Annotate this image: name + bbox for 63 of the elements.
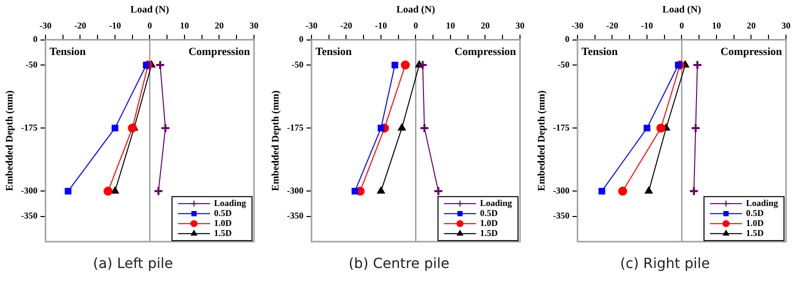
y-tick-label: 0 — [298, 34, 304, 44]
legend-label: Loading — [746, 198, 779, 208]
legend-label: 1.5D — [214, 228, 232, 238]
legend-label: 0.5D — [214, 208, 232, 218]
annotation: Compression — [720, 46, 782, 58]
annotation: Compression — [188, 46, 250, 58]
legend-label: Loading — [480, 198, 513, 208]
legend-label: 0.5D — [746, 208, 764, 218]
x-tick-label: 10 — [712, 20, 722, 31]
annotation: Tension — [49, 46, 86, 58]
y-axis-title: Embedded Depth (mm) — [536, 90, 548, 191]
legend-label: 1.0D — [214, 218, 232, 228]
legend-label: 1.5D — [480, 228, 498, 238]
y-tick-label: -350 — [20, 210, 38, 221]
y-tick-label: 0 — [564, 34, 570, 44]
x-tick-label: -30 — [305, 20, 318, 31]
x-tick-label: -10 — [375, 20, 388, 31]
x-tick-label: 0 — [414, 20, 418, 31]
x-tick-label: 20 — [480, 20, 490, 31]
y-tick-label: 0 — [32, 34, 38, 44]
x-tick-label: 0 — [680, 20, 684, 31]
x-tick-label: 20 — [214, 20, 224, 31]
text: (a) Left pile — [92, 256, 174, 272]
x-tick-label: 0 — [148, 20, 152, 31]
y-tick-label: -175 — [552, 122, 570, 132]
x-axis-title: Load (N) — [130, 4, 170, 16]
y-tick-label: -350 — [286, 210, 304, 221]
x-axis-title: Load (N) — [396, 4, 436, 16]
x-tick-label: -30 — [39, 20, 52, 31]
y-tick-label: -50 — [291, 59, 304, 70]
legend-label: 1.0D — [480, 218, 498, 228]
legend-label: Loading — [214, 198, 247, 208]
y-tick-label: -50 — [557, 59, 570, 70]
x-tick-label: -10 — [109, 20, 122, 31]
x-tick-label: 20 — [746, 20, 756, 31]
x-tick-label: 10 — [446, 20, 456, 31]
x-tick-label: -20 — [340, 20, 353, 31]
x-tick-label: -20 — [606, 20, 619, 31]
legend-label: 0.5D — [480, 208, 498, 218]
y-tick-label: -300 — [20, 185, 38, 196]
y-tick-label: -50 — [25, 59, 38, 70]
y-tick-label: -175 — [20, 122, 38, 132]
x-tick-label: -30 — [571, 20, 584, 31]
y-tick-label: -300 — [552, 185, 570, 196]
y-tick-label: -175 — [286, 122, 304, 132]
y-axis-title: Embedded Depth (mm) — [4, 90, 16, 191]
x-tick-label: -20 — [74, 20, 87, 31]
annotation: Tension — [315, 46, 352, 58]
x-tick-label: 10 — [180, 20, 190, 31]
x-tick-label: -10 — [641, 20, 654, 31]
y-axis-title: Embedded Depth (mm) — [270, 90, 282, 191]
y-tick-label: -350 — [552, 210, 570, 221]
x-tick-label: 30 — [782, 20, 791, 31]
y-tick-label: -300 — [286, 185, 304, 196]
legend-label: 1.5D — [746, 228, 764, 238]
x-axis-title: Load (N) — [662, 4, 702, 16]
text: (c) Right pile — [619, 256, 711, 272]
x-tick-label: 30 — [516, 20, 525, 31]
legend-label: 1.0D — [746, 218, 764, 228]
x-tick-label: 30 — [250, 20, 259, 31]
annotation: Compression — [454, 46, 516, 58]
annotation: Tension — [581, 46, 618, 58]
text: (b) Centre pile — [348, 256, 450, 272]
